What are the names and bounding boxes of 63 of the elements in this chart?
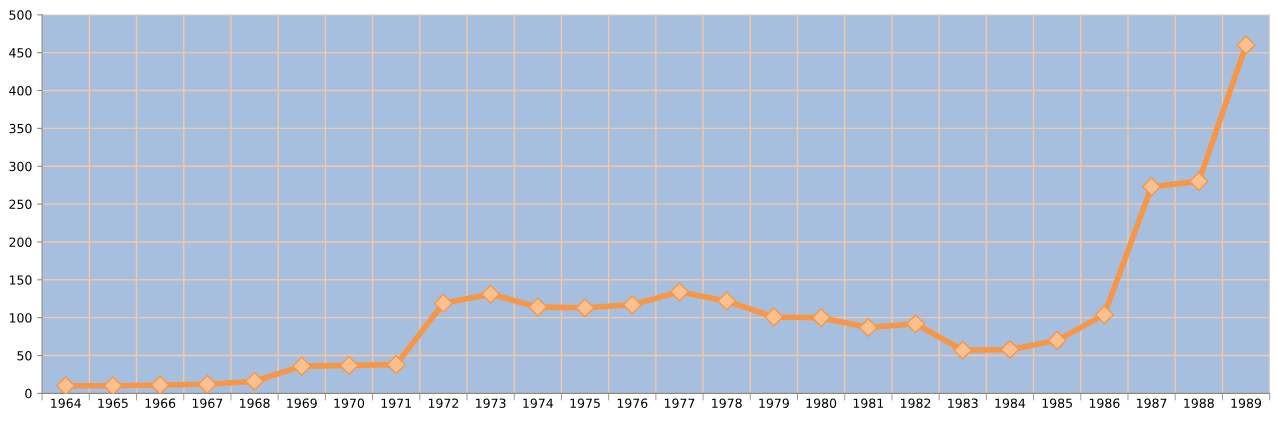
point	[150, 375, 170, 394]
y-tick-label: 50	[17, 351, 32, 361]
x-tick-label: 1970	[334, 398, 365, 408]
point	[1094, 305, 1114, 325]
x-tick-label: 1985	[1042, 398, 1072, 408]
point	[1142, 177, 1162, 197]
y-tick-label: 200	[9, 237, 32, 247]
x-tick-label: 1971	[381, 398, 411, 408]
point	[953, 340, 973, 360]
y-tick-label: 100	[9, 313, 32, 323]
point	[764, 307, 784, 327]
point	[1047, 330, 1067, 350]
point	[575, 298, 595, 318]
x-tick-label: 1984	[995, 398, 1026, 408]
point	[433, 293, 453, 313]
x-tick-label: 1987	[1137, 398, 1167, 408]
point	[669, 282, 690, 302]
x-tick-label: 1966	[145, 398, 176, 408]
point	[622, 295, 642, 315]
point	[292, 356, 312, 376]
x-tick-label: 1977	[664, 398, 695, 408]
y-tick-label: 0	[25, 388, 32, 399]
x-tick-label: 1974	[523, 398, 554, 408]
point	[103, 376, 123, 394]
y-tick-label: 450	[9, 48, 32, 58]
x-tick-label: 1983	[948, 398, 978, 408]
x-tick-label: 1964	[51, 398, 81, 408]
y-tick-label: 500	[9, 10, 32, 20]
point	[1189, 171, 1209, 191]
x-tick-label: 1981	[853, 398, 884, 408]
x-tick-label: 1980	[806, 398, 837, 408]
point	[481, 284, 501, 304]
y-tick-label: 300	[9, 161, 32, 172]
x-tick-label: 1979	[759, 398, 789, 408]
y-tick-label: 250	[9, 199, 32, 210]
point	[245, 371, 265, 391]
x-tick-label: 1988	[1184, 398, 1214, 408]
point	[386, 355, 406, 375]
point	[1000, 339, 1020, 360]
x-tick-label: 1989	[1231, 398, 1262, 408]
x-tick-label: 1965	[98, 398, 128, 408]
y-tick-label: 150	[9, 275, 32, 285]
x-tick-label: 1982	[901, 398, 931, 408]
point	[905, 314, 926, 334]
point	[56, 376, 76, 394]
point	[197, 374, 217, 394]
x-tick-label: 1972	[428, 398, 459, 408]
point	[717, 291, 737, 311]
point	[858, 317, 878, 338]
point	[528, 297, 548, 317]
x-tick-label: 1978	[712, 398, 742, 408]
x-tick-label: 1967	[192, 398, 223, 408]
x-tick-label: 1968	[240, 398, 270, 408]
x-tick-label: 1986	[1089, 398, 1120, 408]
point	[339, 355, 359, 375]
x-tick-label: 1975	[570, 398, 600, 408]
y-tick-label: 400	[9, 85, 32, 96]
x-tick-label: 1976	[617, 398, 648, 408]
point	[1236, 35, 1256, 55]
x-tick-label: 1973	[476, 398, 506, 408]
point	[811, 308, 831, 328]
y-tick-label: 350	[9, 123, 32, 134]
x-tick-label: 1969	[287, 398, 317, 408]
